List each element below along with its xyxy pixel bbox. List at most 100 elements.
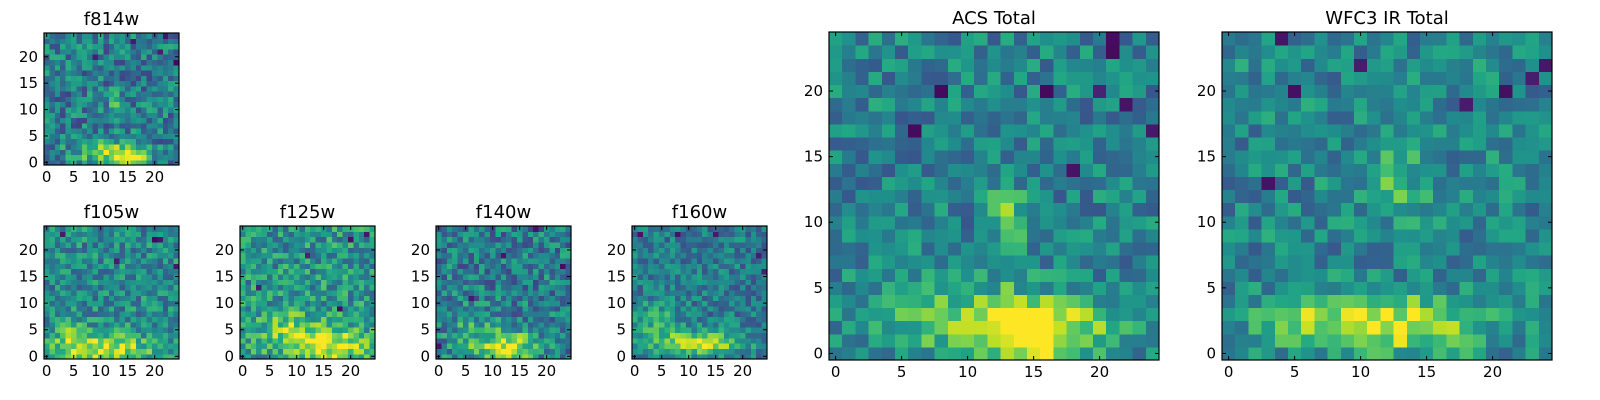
heatmap-cell bbox=[267, 279, 273, 286]
heatmap-cell bbox=[1446, 32, 1461, 46]
heatmap-cell bbox=[686, 236, 692, 243]
heatmap-cell bbox=[632, 332, 638, 339]
heatmap-cell bbox=[146, 236, 153, 243]
heatmap-cell bbox=[1340, 32, 1355, 46]
heatmap-cell bbox=[934, 176, 949, 191]
heatmap-cell bbox=[511, 289, 518, 296]
heatmap-cell bbox=[961, 215, 975, 230]
heatmap-cell bbox=[71, 300, 77, 307]
heatmap-cell bbox=[76, 48, 83, 55]
heatmap-cell bbox=[664, 226, 671, 232]
heatmap-cell bbox=[1000, 136, 1015, 151]
heatmap-cell bbox=[1040, 136, 1054, 151]
heatmap-cell bbox=[168, 332, 175, 339]
heatmap-cell bbox=[1486, 281, 1500, 295]
heatmap-cell bbox=[125, 85, 131, 92]
heatmap-cell bbox=[315, 257, 322, 264]
heatmap-cell bbox=[686, 348, 692, 355]
heatmap-cell bbox=[152, 101, 158, 108]
heatmap-cell bbox=[130, 85, 137, 92]
heatmap-cell bbox=[1132, 215, 1147, 230]
heatmap-cell bbox=[511, 226, 518, 232]
heatmap-cell bbox=[49, 236, 56, 243]
heatmap-cell bbox=[71, 348, 77, 355]
heatmap-cell bbox=[740, 311, 746, 318]
heatmap-cell bbox=[729, 353, 736, 360]
heatmap-cell bbox=[1538, 320, 1553, 335]
heatmap-cell bbox=[65, 149, 72, 156]
heatmap-cell bbox=[240, 241, 246, 248]
heatmap-cell bbox=[98, 263, 104, 270]
heatmap-cell bbox=[745, 231, 752, 238]
heatmap-cell bbox=[358, 348, 365, 355]
heatmap-cell bbox=[947, 241, 962, 256]
heatmap-cell bbox=[135, 43, 142, 50]
heatmap-cell bbox=[76, 80, 83, 87]
heatmap-cell bbox=[881, 176, 896, 191]
heatmap-cell bbox=[1499, 84, 1513, 99]
heatmap-cell bbox=[261, 231, 268, 238]
heatmap-cell bbox=[718, 311, 725, 318]
heatmap-cell bbox=[1222, 71, 1236, 86]
heatmap-cell bbox=[277, 353, 284, 360]
heatmap-cell bbox=[353, 236, 360, 243]
heatmap-cell bbox=[740, 241, 746, 248]
heatmap-cell bbox=[500, 343, 507, 349]
heatmap-cell bbox=[1027, 255, 1041, 269]
heatmap-cell bbox=[756, 305, 763, 312]
heatmap-cell bbox=[533, 268, 540, 275]
heatmap-cell bbox=[98, 231, 104, 238]
heatmap-cell bbox=[157, 257, 164, 264]
heatmap-cell bbox=[49, 226, 56, 232]
heatmap-cell bbox=[76, 85, 83, 92]
heatmap-cell bbox=[299, 332, 306, 339]
heatmap-cell bbox=[256, 353, 263, 360]
heatmap-cell bbox=[331, 295, 338, 302]
heatmap-cell bbox=[1459, 294, 1474, 309]
heatmap-cell bbox=[119, 138, 126, 145]
heatmap-cell bbox=[1459, 110, 1474, 125]
heatmap-cell bbox=[321, 279, 327, 286]
heatmap-cell bbox=[495, 231, 502, 238]
heatmap-cell bbox=[272, 305, 279, 312]
heatmap-cell bbox=[1538, 163, 1553, 177]
heatmap-cell bbox=[829, 71, 843, 86]
heatmap-cell bbox=[664, 337, 671, 344]
heatmap-cell bbox=[315, 284, 322, 291]
heatmap-cell bbox=[87, 268, 94, 275]
heatmap-cell bbox=[141, 231, 148, 238]
heatmap-cell bbox=[908, 32, 922, 46]
heatmap-cell bbox=[1486, 202, 1500, 217]
heatmap-cell bbox=[842, 346, 856, 361]
heatmap-cell bbox=[108, 263, 115, 270]
heatmap-cell bbox=[119, 311, 126, 318]
heatmap-cell bbox=[632, 252, 638, 259]
heatmap-cell bbox=[974, 58, 988, 72]
heatmap-cell bbox=[1420, 45, 1434, 59]
heatmap-cell bbox=[527, 273, 534, 280]
heatmap-cell bbox=[261, 289, 268, 296]
heatmap-cell bbox=[961, 45, 975, 59]
heatmap-cell bbox=[664, 252, 671, 259]
heatmap-cell bbox=[1314, 150, 1329, 164]
heatmap-cell bbox=[1301, 307, 1315, 322]
heatmap-cell bbox=[114, 64, 121, 71]
heatmap-cell bbox=[304, 236, 311, 243]
heatmap-cell bbox=[135, 311, 142, 318]
heatmap-cell bbox=[1380, 228, 1395, 243]
heatmap-cell bbox=[637, 241, 644, 248]
heatmap-cell bbox=[921, 215, 936, 230]
heatmap-cell bbox=[1053, 32, 1068, 46]
heatmap-cell bbox=[1406, 268, 1421, 282]
heatmap-cell bbox=[65, 106, 72, 113]
heatmap-cell bbox=[463, 263, 469, 270]
heatmap-cell bbox=[277, 247, 284, 254]
heatmap-cell bbox=[146, 112, 153, 119]
heatmap-cell bbox=[1027, 281, 1041, 295]
heatmap-cell bbox=[1433, 307, 1447, 322]
heatmap-cell bbox=[87, 247, 94, 254]
heatmap-cell bbox=[103, 284, 110, 291]
heatmap-cell bbox=[1525, 71, 1540, 86]
heatmap-cell bbox=[718, 284, 725, 291]
heatmap-cell bbox=[1327, 45, 1342, 59]
